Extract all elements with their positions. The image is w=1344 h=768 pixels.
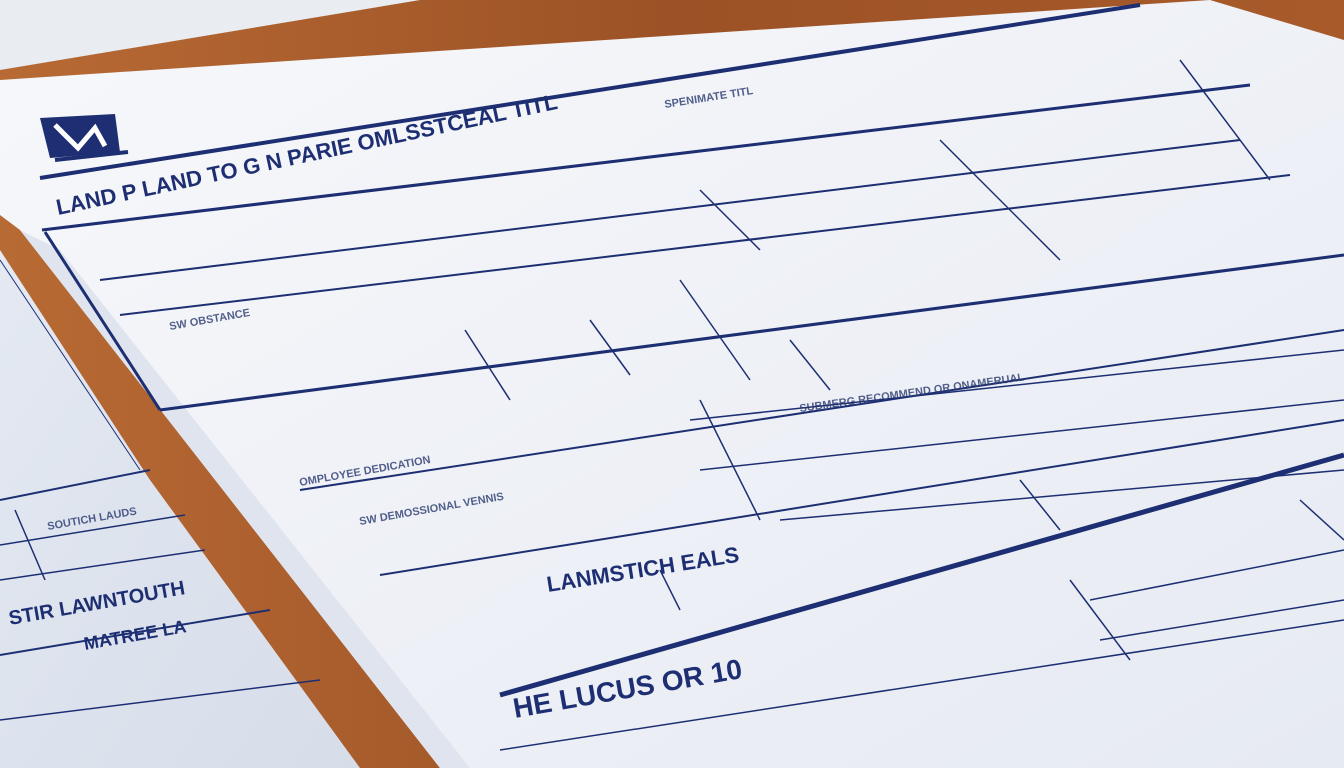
- back-document: [0, 250, 360, 768]
- upper-sheet-edge: [0, 0, 420, 70]
- main-document-shadow-edge: [20, 230, 470, 768]
- house-logo-icon: [40, 114, 129, 162]
- form-lines: [0, 3, 1344, 751]
